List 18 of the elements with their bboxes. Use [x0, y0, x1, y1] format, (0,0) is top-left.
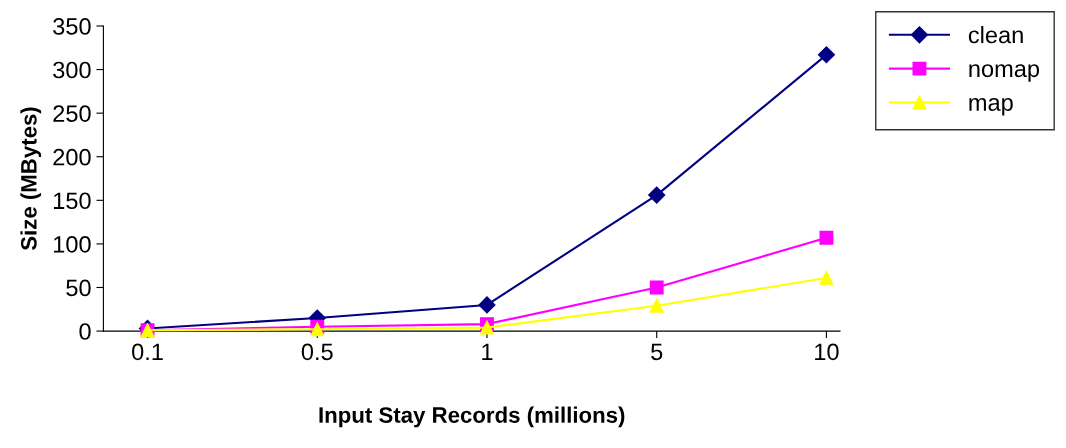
x-tick-label: 1: [482, 343, 493, 360]
y-tick-label: 50: [66, 279, 91, 297]
y-tick-label: 250: [53, 105, 91, 122]
x-tick-label: 5: [651, 343, 663, 361]
y-tick-label: 150: [54, 192, 91, 210]
x-tick-label: 0.1: [132, 343, 163, 361]
y-tick-label: 0: [79, 323, 91, 340]
y-tick-label: 200: [53, 148, 91, 166]
legend-label: clean: [968, 25, 1023, 44]
x-axis-title: Input Stay Records (millions): [319, 406, 625, 428]
x-tick-label: 0.5: [301, 343, 333, 361]
x-tick-label: 10: [815, 343, 839, 361]
y-tick-label: 350: [53, 18, 91, 35]
y-tick-label: 300: [53, 61, 91, 79]
y-tick-label: 100: [54, 235, 91, 253]
y-axis-title: Size (MBytes): [20, 107, 42, 251]
legend-label: nomap: [969, 64, 1040, 82]
legend-label: map: [969, 98, 1013, 116]
